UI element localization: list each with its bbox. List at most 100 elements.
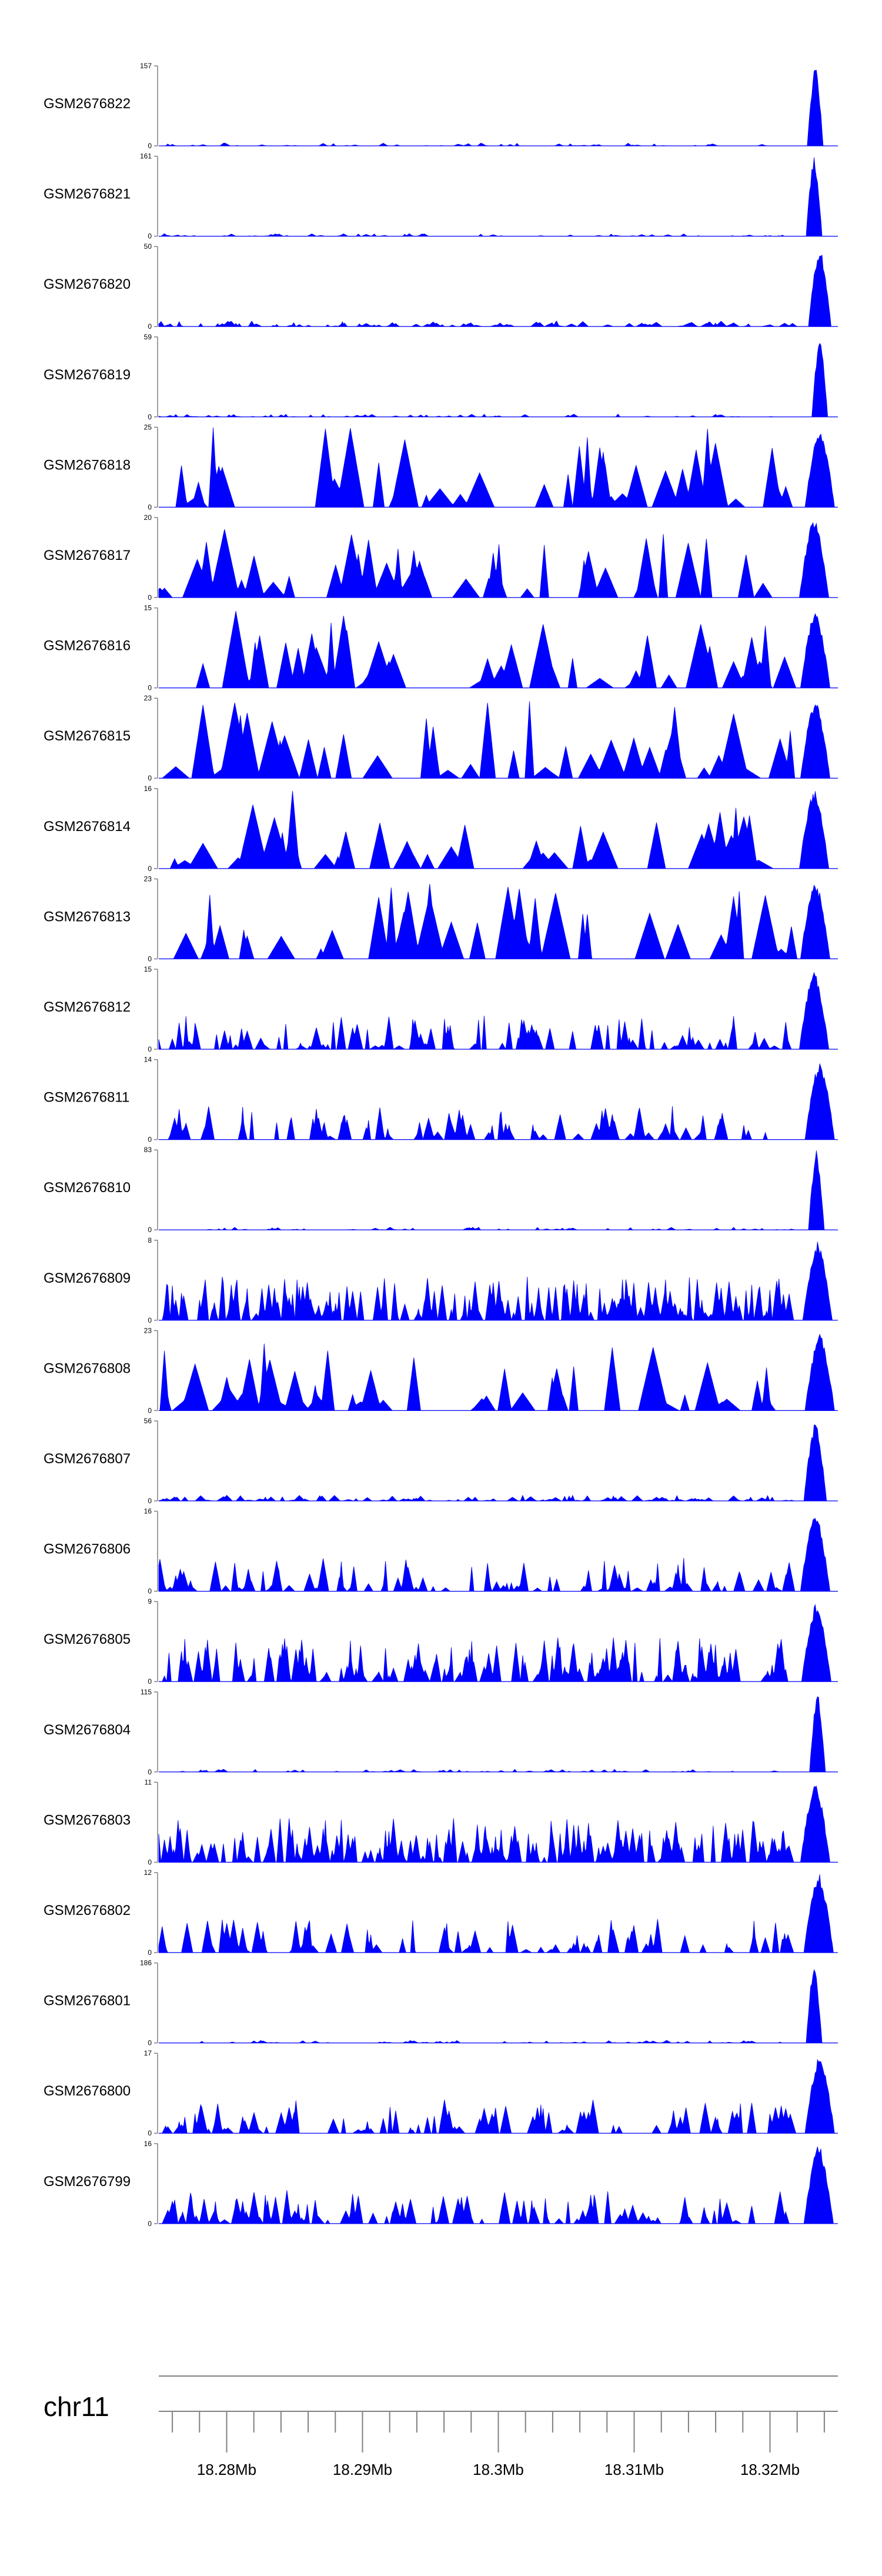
tracks-group: GSM2676822 157 0 GSM2676821 161 0 GSM2676820 50…	[44, 62, 838, 2228]
track-GSM2676806: GSM2676806 16 0	[44, 1507, 838, 1596]
y-max-label: 25	[144, 423, 152, 431]
track-GSM2676802: GSM2676802 12 0	[44, 1868, 838, 1957]
track-GSM2676813: GSM2676813 23 0	[44, 875, 838, 963]
y-min-label: 0	[148, 142, 152, 150]
coverage-area	[159, 1063, 838, 1140]
track-GSM2676819: GSM2676819 59 0	[44, 333, 838, 421]
coverage-area	[159, 2059, 838, 2134]
y-max-label: 11	[145, 1778, 152, 1786]
track-label: GSM2676804	[44, 1722, 131, 1738]
track-label: GSM2676822	[44, 96, 131, 112]
y-max-label: 16	[144, 2140, 152, 2148]
coverage-area	[159, 157, 838, 237]
track-GSM2676807: GSM2676807 56 0	[44, 1417, 838, 1505]
track-label: GSM2676819	[44, 367, 131, 383]
y-min-label: 0	[148, 1406, 152, 1414]
track-label: GSM2676821	[44, 186, 131, 202]
y-min-label: 0	[148, 593, 152, 602]
track-label: GSM2676812	[44, 999, 131, 1015]
track-GSM2676821: GSM2676821 161 0	[44, 152, 838, 241]
track-GSM2676803: GSM2676803 11 0	[44, 1778, 838, 1866]
y-max-label: 23	[144, 1326, 152, 1334]
y-min-label: 0	[148, 865, 152, 873]
y-min-label: 0	[148, 2129, 152, 2137]
track-GSM2676814: GSM2676814 16 0	[44, 785, 838, 873]
track-GSM2676808: GSM2676808 23 0	[44, 1326, 838, 1414]
y-min-label: 0	[148, 1587, 152, 1596]
track-label: GSM2676802	[44, 1903, 131, 1918]
track-label: GSM2676820	[44, 276, 131, 292]
y-min-label: 0	[148, 2039, 152, 2047]
chromosome-label: chr11	[44, 2391, 109, 2422]
track-label: GSM2676814	[44, 819, 131, 835]
genome-axis: chr11 18.28Mb 18.29Mb 18.3Mb 18.31Mb 18.32Mb	[44, 2375, 838, 2478]
coverage-area	[158, 522, 838, 599]
y-max-label: 16	[144, 785, 152, 793]
x-tick-label: 18.29Mb	[333, 2461, 392, 2478]
track-label: GSM2676817	[44, 548, 131, 563]
track-GSM2676799: GSM2676799 16 0	[44, 2140, 838, 2228]
y-max-label: 50	[144, 242, 152, 251]
y-min-label: 0	[148, 1768, 152, 1776]
y-max-label: 186	[140, 1959, 152, 1967]
y-max-label: 16	[144, 1507, 152, 1516]
x-tick-label: 18.31Mb	[604, 2461, 664, 2478]
track-label: GSM2676803	[44, 1812, 131, 1828]
track-label: GSM2676813	[44, 909, 131, 925]
y-max-label: 83	[144, 1146, 152, 1154]
track-GSM2676820: GSM2676820 50 0	[44, 242, 838, 331]
y-max-label: 115	[141, 1688, 152, 1696]
y-max-label: 17	[144, 2049, 152, 2057]
y-max-label: 59	[144, 333, 152, 341]
track-label: GSM2676811	[44, 1090, 129, 1106]
y-min-label: 0	[148, 1948, 152, 1957]
track-GSM2676816: GSM2676816 15 0	[44, 604, 838, 692]
y-min-label: 0	[148, 1226, 152, 1234]
y-min-label: 0	[148, 1497, 152, 1505]
x-tick-label: 18.28Mb	[197, 2461, 256, 2478]
track-label: GSM2676816	[44, 638, 131, 654]
y-max-label: 56	[144, 1417, 152, 1425]
y-max-label: 9	[148, 1597, 152, 1606]
y-min-label: 0	[148, 955, 152, 963]
track-label: GSM2676799	[44, 2174, 131, 2190]
coverage-area	[159, 884, 838, 959]
y-max-label: 15	[144, 604, 152, 612]
coverage-area	[159, 611, 838, 688]
coverage-area	[158, 1424, 838, 1501]
track-GSM2676809: GSM2676809 8 0	[44, 1236, 838, 1324]
y-max-label: 8	[148, 1236, 152, 1244]
x-tick-label: 18.3Mb	[473, 2461, 524, 2478]
track-label: GSM2676800	[44, 2083, 131, 2099]
coverage-area	[158, 1786, 838, 1863]
coverage-area	[158, 1518, 838, 1593]
track-label: GSM2676808	[44, 1360, 131, 1376]
y-max-label: 23	[144, 694, 152, 702]
track-label: GSM2676805	[44, 1631, 131, 1647]
coverage-area	[159, 1969, 838, 2044]
y-min-label: 0	[148, 2220, 152, 2228]
coverage-area	[159, 701, 838, 779]
coverage-area	[158, 343, 838, 418]
y-max-label: 14	[144, 1056, 152, 1064]
track-GSM2676801: GSM2676801 186 0	[44, 1959, 838, 2047]
coverage-area	[158, 254, 838, 327]
track-label: GSM2676809	[44, 1270, 131, 1286]
y-min-label: 0	[148, 1316, 152, 1324]
y-min-label: 0	[148, 503, 152, 511]
coverage-area	[158, 972, 838, 1050]
coverage-area	[159, 790, 838, 869]
y-min-label: 0	[148, 1136, 152, 1144]
track-GSM2676818: GSM2676818 25 0	[44, 423, 838, 511]
track-label: GSM2676807	[44, 1451, 131, 1467]
coverage-area	[159, 1150, 838, 1230]
track-GSM2676817: GSM2676817 20 0	[44, 513, 838, 602]
track-label: GSM2676815	[44, 728, 131, 744]
coverage-area	[159, 427, 838, 508]
y-min-label: 0	[148, 1858, 152, 1866]
y-min-label: 0	[148, 232, 152, 241]
track-label: GSM2676818	[44, 457, 131, 473]
y-min-label: 0	[148, 684, 152, 692]
y-max-label: 23	[144, 875, 152, 883]
